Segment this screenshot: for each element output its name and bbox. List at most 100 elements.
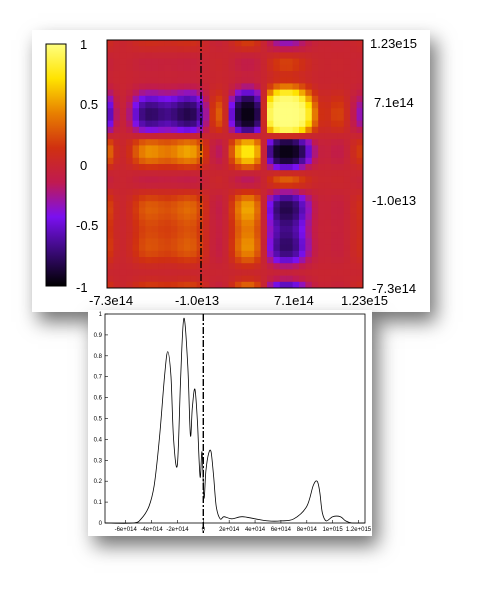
heatmap-cell bbox=[228, 226, 236, 233]
heatmap-cell bbox=[107, 219, 114, 227]
heatmap-cell bbox=[113, 238, 121, 245]
heatmap-cell bbox=[260, 195, 268, 202]
heatmap-cell bbox=[132, 133, 140, 140]
heatmap-cell bbox=[228, 114, 236, 121]
heatmap-cell bbox=[177, 64, 185, 72]
heatmap-cell bbox=[183, 226, 191, 233]
heatmap-cell bbox=[279, 114, 287, 121]
heatmap-cell bbox=[324, 250, 332, 258]
heatmap-cell bbox=[126, 238, 133, 245]
heatmap-cell bbox=[356, 77, 364, 84]
plot-frame bbox=[106, 39, 364, 289]
heatmap-cell bbox=[305, 226, 313, 233]
heatmap-cell bbox=[318, 281, 325, 289]
x-tick-label: 7.1e14 bbox=[274, 293, 314, 308]
heatmap-cell bbox=[196, 77, 204, 84]
heatmap-cell bbox=[126, 95, 133, 103]
heatmap-cell bbox=[107, 52, 114, 59]
heatmap-cell bbox=[279, 133, 287, 140]
heatmap-cell bbox=[343, 83, 351, 90]
heatmap-cell bbox=[132, 244, 140, 252]
heatmap-cell bbox=[164, 213, 172, 221]
heatmap-cell bbox=[139, 157, 146, 165]
heatmap-cell bbox=[260, 188, 268, 196]
heatmap-cell bbox=[222, 139, 229, 146]
heatmap-cell bbox=[126, 108, 133, 115]
heatmap-cell bbox=[305, 170, 313, 177]
heatmap-cell bbox=[337, 244, 345, 252]
heatmap-cell bbox=[260, 213, 268, 221]
heatmap-cell bbox=[222, 182, 229, 190]
heatmap-cell bbox=[241, 275, 249, 283]
heatmap-cell bbox=[113, 95, 121, 103]
heatmap-cell bbox=[215, 89, 223, 97]
heatmap-cell bbox=[203, 164, 210, 171]
heatmap-cell bbox=[324, 40, 332, 47]
heatmap-cell bbox=[203, 102, 210, 109]
heatmap-cell bbox=[235, 89, 242, 97]
heatmap-cell bbox=[324, 126, 332, 134]
heatmap-cell bbox=[273, 95, 281, 103]
heatmap-cell bbox=[235, 58, 242, 66]
heatmap-cell bbox=[151, 58, 159, 66]
heatmap-cell bbox=[292, 263, 300, 270]
heatmap-cell bbox=[299, 58, 306, 66]
heatmap-cell bbox=[190, 213, 197, 221]
heatmap-cell bbox=[299, 250, 306, 258]
heatmap-cell bbox=[215, 182, 223, 190]
heatmap-cell bbox=[318, 46, 325, 53]
heatmap-cell bbox=[177, 71, 185, 78]
heatmap-cell bbox=[209, 83, 217, 90]
heatmap-cell bbox=[292, 126, 300, 134]
heatmap-cell bbox=[190, 238, 197, 245]
heatmap-cell bbox=[203, 40, 210, 47]
y-tick-label: 7.1e14 bbox=[374, 95, 414, 110]
heatmap-cell bbox=[228, 145, 236, 152]
heatmap-cell bbox=[273, 52, 281, 59]
heatmap-cell bbox=[171, 139, 178, 146]
heatmap-cell bbox=[311, 257, 319, 264]
heatmap-cell bbox=[107, 176, 114, 183]
heatmap-cell bbox=[343, 226, 351, 233]
heatmap-cell bbox=[215, 269, 223, 276]
heatmap-cell bbox=[305, 52, 313, 59]
y-tick-label: -1.0e13 bbox=[372, 193, 416, 208]
heatmap-cell bbox=[203, 89, 210, 97]
heatmap-cell bbox=[292, 275, 300, 283]
heatmap-cell bbox=[209, 52, 217, 59]
heatmap-cell bbox=[279, 281, 287, 289]
heatmap-cell bbox=[151, 102, 159, 109]
heatmap-cell bbox=[350, 95, 357, 103]
heatmap-cell bbox=[171, 126, 178, 134]
heatmap-cell bbox=[247, 238, 255, 245]
heatmap-cell bbox=[292, 219, 300, 227]
heatmap-cell bbox=[113, 164, 121, 171]
heatmap-cell bbox=[254, 157, 261, 165]
heatmap-cell bbox=[222, 52, 229, 59]
heatmap-cell bbox=[145, 226, 153, 233]
heatmap-cell bbox=[196, 176, 204, 183]
heatmap-cell bbox=[241, 145, 249, 152]
heatmap-cell bbox=[107, 40, 114, 47]
heatmap-cell bbox=[305, 95, 313, 103]
heatmap-cell bbox=[119, 182, 127, 190]
heatmap-cell bbox=[171, 207, 178, 214]
heatmap-cell bbox=[343, 102, 351, 109]
heatmap-cell bbox=[209, 281, 217, 289]
heatmap-cell bbox=[337, 58, 345, 66]
heatmap-cell bbox=[132, 64, 140, 72]
heatmap-cell bbox=[132, 263, 140, 270]
heatmap-cell bbox=[119, 52, 127, 59]
heatmap-cell bbox=[132, 58, 140, 66]
heatmap-cell bbox=[318, 58, 325, 66]
heatmap-cell bbox=[350, 139, 357, 146]
heatmap-cell bbox=[196, 257, 204, 264]
heatmap-cell bbox=[177, 269, 185, 276]
heatmap-cell bbox=[331, 281, 338, 289]
heatmap-cell bbox=[267, 232, 274, 239]
heatmap-cell bbox=[158, 219, 165, 227]
heatmap-cell bbox=[286, 71, 293, 78]
heatmap-cell bbox=[299, 275, 306, 283]
heatmap-cell bbox=[305, 281, 313, 289]
heatmap-cell bbox=[254, 176, 261, 183]
